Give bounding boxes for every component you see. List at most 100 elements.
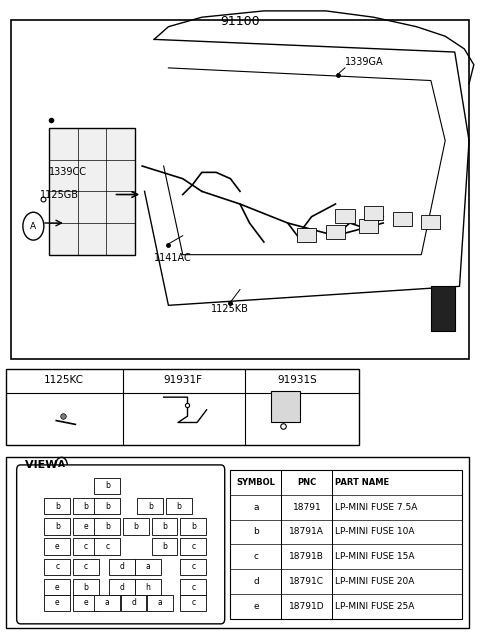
FancyBboxPatch shape	[152, 518, 178, 535]
Text: A: A	[30, 222, 36, 231]
FancyBboxPatch shape	[95, 595, 120, 611]
FancyBboxPatch shape	[73, 538, 99, 555]
Text: 1339GA: 1339GA	[345, 57, 384, 67]
Text: PNC: PNC	[297, 478, 316, 487]
Text: d: d	[119, 562, 124, 571]
FancyBboxPatch shape	[44, 595, 70, 611]
Text: 91931S: 91931S	[277, 375, 317, 385]
Text: 1125KC: 1125KC	[43, 375, 84, 385]
FancyBboxPatch shape	[147, 595, 173, 611]
Text: 18791A: 18791A	[289, 527, 324, 537]
Text: c: c	[191, 562, 195, 571]
Text: c: c	[84, 562, 88, 571]
Text: c: c	[84, 542, 88, 551]
Text: e: e	[253, 602, 259, 611]
FancyBboxPatch shape	[297, 228, 316, 242]
Text: h: h	[145, 583, 150, 591]
Text: 1125GB: 1125GB	[39, 190, 79, 200]
Text: LP-MINI FUSE 20A: LP-MINI FUSE 20A	[335, 577, 414, 586]
FancyBboxPatch shape	[44, 498, 70, 515]
FancyBboxPatch shape	[73, 595, 99, 611]
Text: 18791: 18791	[292, 502, 321, 512]
Text: a: a	[157, 598, 162, 607]
FancyBboxPatch shape	[95, 498, 120, 515]
Text: 18791D: 18791D	[289, 602, 324, 611]
Text: d: d	[131, 598, 136, 607]
FancyBboxPatch shape	[135, 558, 161, 575]
FancyBboxPatch shape	[95, 518, 120, 535]
FancyBboxPatch shape	[137, 498, 163, 515]
Text: d: d	[119, 583, 124, 591]
Text: 18791C: 18791C	[289, 577, 324, 586]
FancyBboxPatch shape	[364, 206, 383, 220]
FancyBboxPatch shape	[180, 579, 206, 595]
Text: e: e	[84, 598, 88, 607]
Text: b: b	[84, 583, 88, 591]
Text: A: A	[58, 460, 65, 469]
Text: b: b	[84, 502, 88, 511]
FancyBboxPatch shape	[109, 558, 134, 575]
FancyBboxPatch shape	[360, 219, 378, 233]
Text: b: b	[55, 522, 60, 531]
Text: a: a	[145, 562, 150, 571]
FancyBboxPatch shape	[73, 579, 99, 595]
Text: b: b	[253, 527, 259, 537]
FancyBboxPatch shape	[421, 216, 441, 230]
Text: PART NAME: PART NAME	[335, 478, 389, 487]
Text: 1125KB: 1125KB	[211, 303, 249, 314]
Text: c: c	[191, 542, 195, 551]
FancyBboxPatch shape	[123, 518, 149, 535]
FancyBboxPatch shape	[109, 579, 134, 595]
FancyBboxPatch shape	[17, 465, 225, 624]
Text: b: b	[177, 502, 181, 511]
Text: b: b	[162, 542, 167, 551]
FancyBboxPatch shape	[180, 558, 206, 575]
Text: c: c	[253, 552, 258, 562]
Text: b: b	[133, 522, 138, 531]
FancyBboxPatch shape	[271, 391, 300, 422]
Text: a: a	[253, 502, 259, 512]
FancyBboxPatch shape	[120, 595, 146, 611]
Text: LP-MINI FUSE 7.5A: LP-MINI FUSE 7.5A	[335, 502, 417, 512]
Text: LP-MINI FUSE 10A: LP-MINI FUSE 10A	[335, 527, 414, 537]
FancyBboxPatch shape	[393, 212, 412, 226]
Text: b: b	[148, 502, 153, 511]
Text: b: b	[55, 502, 60, 511]
Text: 1141AC: 1141AC	[154, 253, 192, 263]
Text: LP-MINI FUSE 25A: LP-MINI FUSE 25A	[335, 602, 414, 611]
FancyBboxPatch shape	[95, 538, 120, 555]
Text: LP-MINI FUSE 15A: LP-MINI FUSE 15A	[335, 552, 414, 562]
Text: 91100: 91100	[220, 15, 260, 29]
FancyBboxPatch shape	[44, 579, 70, 595]
FancyBboxPatch shape	[44, 518, 70, 535]
Text: c: c	[191, 583, 195, 591]
Text: d: d	[253, 577, 259, 586]
FancyBboxPatch shape	[336, 209, 355, 223]
Text: 1339CC: 1339CC	[49, 167, 87, 177]
FancyBboxPatch shape	[44, 538, 70, 555]
Text: b: b	[105, 502, 110, 511]
FancyBboxPatch shape	[73, 518, 99, 535]
FancyBboxPatch shape	[44, 558, 70, 575]
Text: b: b	[191, 522, 196, 531]
FancyBboxPatch shape	[73, 498, 99, 515]
Text: c: c	[105, 542, 109, 551]
FancyBboxPatch shape	[431, 286, 455, 331]
Text: a: a	[105, 598, 110, 607]
Text: e: e	[55, 598, 60, 607]
Text: 18791B: 18791B	[289, 552, 324, 562]
FancyBboxPatch shape	[49, 128, 135, 254]
Text: b: b	[162, 522, 167, 531]
Text: b: b	[105, 481, 110, 490]
Text: e: e	[55, 583, 60, 591]
Text: 91931F: 91931F	[163, 375, 202, 385]
FancyBboxPatch shape	[180, 595, 206, 611]
Text: SYMBOL: SYMBOL	[237, 478, 276, 487]
Text: VIEW: VIEW	[25, 460, 61, 470]
FancyBboxPatch shape	[180, 518, 206, 535]
FancyBboxPatch shape	[180, 538, 206, 555]
Text: e: e	[55, 542, 60, 551]
Text: e: e	[84, 522, 88, 531]
FancyBboxPatch shape	[135, 579, 161, 595]
Text: c: c	[191, 598, 195, 607]
